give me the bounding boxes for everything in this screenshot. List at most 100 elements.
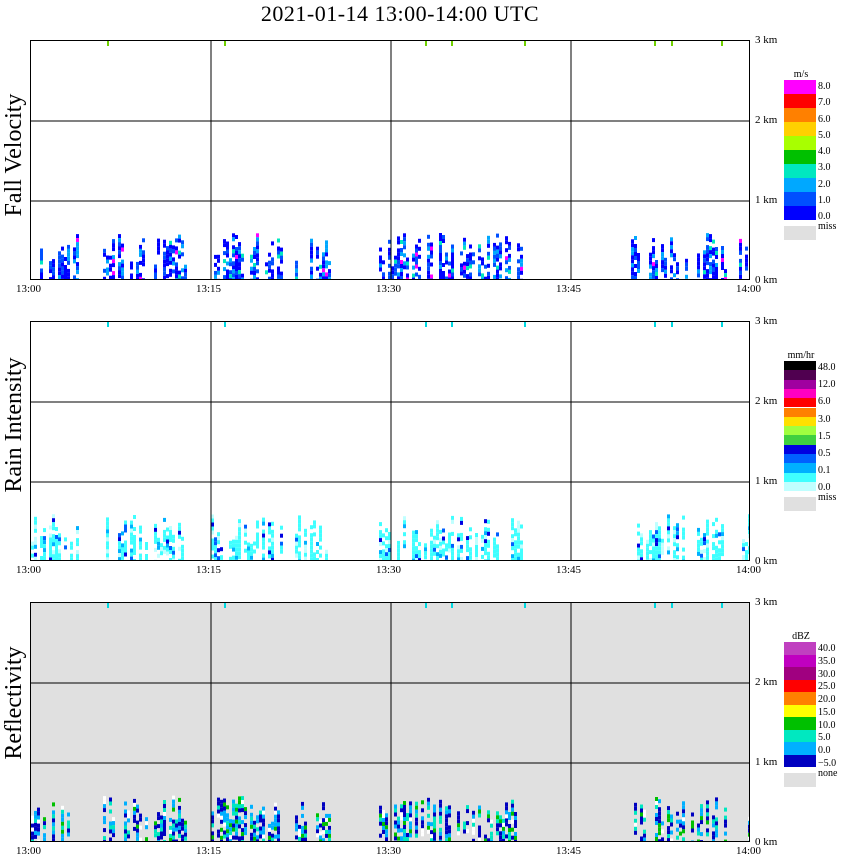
data-cell	[280, 545, 283, 550]
colorbar-swatch	[784, 80, 816, 94]
data-cell	[232, 547, 235, 552]
data-cell	[487, 275, 490, 279]
data-cell	[325, 260, 328, 265]
data-cell	[634, 272, 637, 276]
data-cell	[328, 829, 331, 834]
data-cell	[235, 235, 238, 239]
data-cell	[133, 547, 136, 551]
data-cell	[163, 832, 166, 836]
data-cell	[439, 265, 442, 269]
data-cell	[700, 816, 703, 821]
data-cell	[637, 523, 640, 528]
data-cell	[721, 540, 724, 545]
data-cell	[112, 263, 115, 268]
data-cell	[643, 813, 646, 818]
data-cell	[169, 825, 172, 830]
data-cell	[742, 547, 745, 552]
data-cell	[721, 246, 724, 250]
data-cell	[691, 824, 694, 829]
data-cell	[436, 528, 439, 533]
data-cell	[508, 832, 511, 836]
data-cell	[379, 267, 382, 272]
data-cell	[697, 827, 700, 832]
data-cell	[709, 278, 712, 279]
data-cell	[514, 528, 517, 533]
data-cell	[511, 522, 514, 527]
data-cell	[671, 603, 673, 608]
data-cell	[499, 831, 502, 836]
colorbar-swatch	[784, 444, 816, 454]
data-cell	[412, 534, 415, 539]
data-cell	[397, 272, 400, 277]
data-cell	[169, 558, 172, 560]
data-cell	[427, 813, 430, 818]
data-cell	[475, 533, 478, 537]
colorbar-tick-label: 0.0	[818, 745, 831, 757]
data-cell	[229, 544, 232, 549]
data-cell	[58, 557, 61, 560]
data-cell	[721, 322, 723, 327]
data-cell	[451, 256, 454, 261]
data-cell	[448, 540, 451, 545]
data-cell	[493, 250, 496, 255]
data-cell	[715, 279, 718, 280]
data-cell	[67, 252, 70, 257]
data-cell	[403, 524, 406, 529]
data-cell	[169, 252, 172, 257]
data-cell	[31, 827, 34, 832]
data-cell	[304, 528, 307, 533]
data-cell	[175, 266, 178, 271]
data-cell	[178, 278, 181, 279]
data-cell	[55, 555, 58, 559]
data-cell	[76, 234, 79, 239]
data-cell	[163, 255, 166, 260]
data-cell	[172, 546, 175, 551]
data-cell	[661, 542, 664, 547]
data-cell	[427, 274, 430, 279]
data-cell	[304, 821, 307, 826]
data-cell	[61, 817, 64, 822]
data-cell	[445, 814, 448, 819]
data-cell	[748, 832, 749, 837]
data-cell	[649, 542, 652, 547]
data-cell	[253, 836, 256, 841]
data-cell	[169, 256, 172, 261]
data-cell	[505, 268, 508, 273]
data-cell	[142, 238, 145, 243]
height-tick-label: 1 km	[755, 756, 778, 768]
data-cell	[712, 823, 715, 828]
data-cell	[415, 272, 418, 277]
data-cell	[223, 275, 226, 279]
data-cell	[403, 821, 406, 825]
data-cell	[325, 553, 328, 558]
data-cell	[34, 810, 37, 815]
data-cell	[31, 541, 34, 546]
data-cell	[496, 544, 499, 549]
data-cell	[676, 835, 679, 840]
data-cell	[271, 533, 274, 538]
data-cell	[256, 815, 259, 820]
data-cell	[706, 261, 709, 266]
data-cell	[718, 552, 721, 557]
data-cell	[379, 280, 382, 281]
x-tick-label: 14:00	[736, 564, 762, 576]
data-cell	[211, 542, 214, 547]
data-cell	[715, 797, 718, 802]
data-cell	[136, 828, 139, 833]
data-cell	[211, 526, 214, 531]
colorbar-tick-label: 12.0	[818, 379, 836, 391]
data-cell	[673, 554, 676, 559]
data-cell	[37, 807, 40, 812]
data-cell	[472, 822, 475, 827]
data-cell	[385, 544, 388, 549]
data-cell	[517, 524, 520, 529]
data-cell	[226, 269, 229, 274]
data-cell	[409, 817, 412, 822]
data-cell	[136, 804, 139, 809]
data-cell	[166, 274, 169, 279]
data-cell	[745, 246, 748, 251]
data-cell	[34, 818, 37, 823]
data-cell	[427, 278, 430, 279]
data-cell	[631, 247, 634, 252]
data-cell	[172, 249, 175, 254]
